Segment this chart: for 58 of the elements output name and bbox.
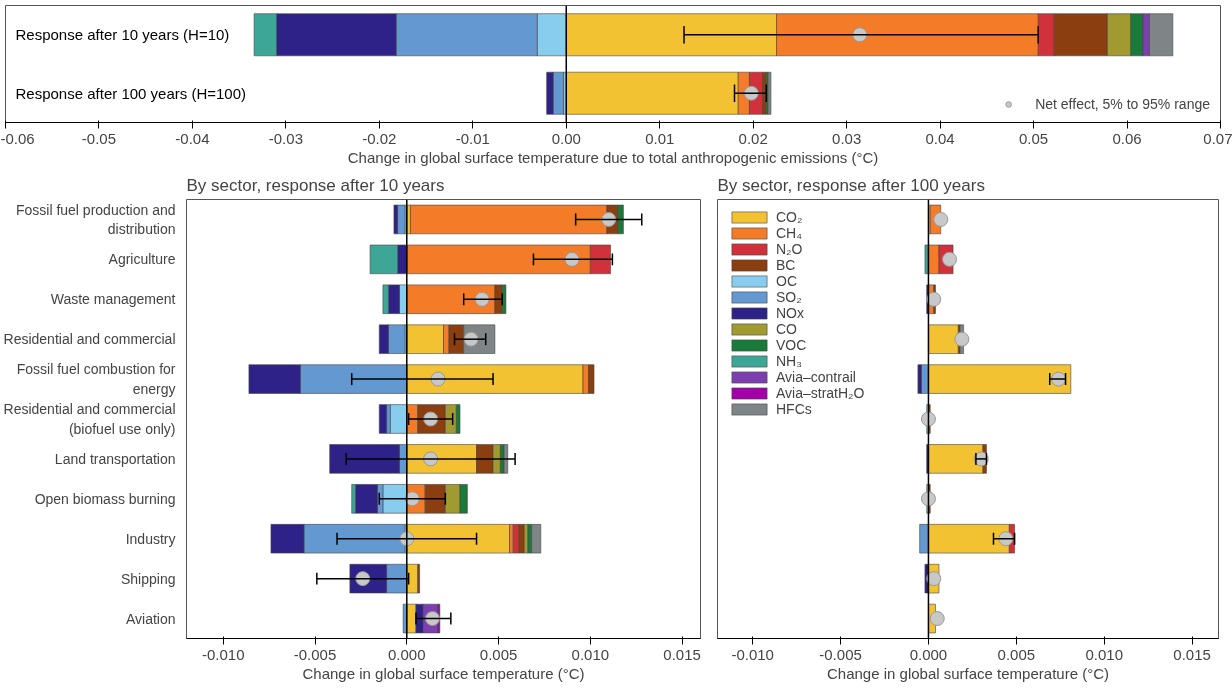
legend-label: NOx — [776, 305, 804, 321]
legend-label: CH₄ — [776, 225, 802, 241]
y-tick-label: Shipping — [121, 570, 176, 587]
chart-title: By sector, response after 100 years — [717, 175, 985, 195]
x-axis-title: Change in global surface temperature (°C) — [302, 664, 585, 682]
legend-label: BC — [776, 257, 796, 273]
y-tick-label: Waste management — [50, 291, 176, 308]
x-tick-label: -0.005 — [819, 645, 862, 663]
x-tick-label: 0.00 — [551, 129, 581, 147]
legend-label: SO₂ — [776, 289, 802, 305]
legend-label: HFCs — [776, 401, 812, 417]
x-tick-label: -0.05 — [81, 129, 117, 147]
legend-label: Net effect, 5% to 95% range — [1035, 96, 1210, 112]
chart-title: By sector, response after 10 years — [186, 175, 445, 195]
y-tick-label: Response after 100 years (H=100) — [15, 84, 247, 102]
legend-label: OC — [776, 273, 797, 289]
legend-label: CO₂ — [776, 209, 803, 225]
x-tick-label: -0.010 — [731, 645, 774, 663]
x-tick-label: 0.05 — [1018, 129, 1049, 147]
x-tick-label: 0.000 — [388, 645, 426, 663]
y-tick-label: Aviation — [125, 610, 176, 627]
x-tick-label: -0.005 — [293, 645, 337, 663]
y-tick-label: Agriculture — [108, 251, 176, 268]
y-tick-label: Open biomass burning — [34, 490, 176, 507]
legend-label: VOC — [776, 337, 807, 353]
x-tick-label: 0.005 — [997, 645, 1036, 663]
x-tick-label: 0.010 — [571, 645, 610, 663]
x-tick-label: 0.03 — [832, 129, 862, 147]
x-tick-label: -0.01 — [455, 129, 490, 147]
x-tick-label: -0.06 — [0, 129, 35, 147]
x-tick-label: 0.06 — [1112, 129, 1142, 147]
y-tick-label: Residential and commercial (biofuel use only) — [3, 401, 176, 437]
x-tick-label: 0.010 — [1085, 645, 1124, 663]
x-tick-label: 0.02 — [738, 129, 768, 147]
x-tick-label: -0.02 — [362, 129, 397, 147]
x-tick-label: 0.015 — [1173, 645, 1211, 663]
x-tick-label: 0.005 — [479, 645, 518, 663]
y-tick-label: Fossil fuel combustion for energy — [16, 361, 176, 397]
x-axis-title: Change in global surface temperature (°C) — [827, 664, 1109, 682]
x-tick-label: -0.010 — [201, 645, 245, 663]
legend-label: N₂O — [776, 241, 803, 257]
x-axis-title: Change in global surface temperature due to total anthropogenic emissions (°C) — [347, 148, 879, 166]
x-tick-label: 0.07 — [1203, 129, 1232, 147]
y-tick-label: Land transportation — [54, 450, 176, 467]
y-tick-label: Industry — [125, 530, 176, 547]
x-tick-label: -0.04 — [175, 129, 210, 147]
legend-label: CO — [776, 321, 797, 337]
y-tick-label: Residential and commercial — [3, 331, 176, 348]
x-tick-label: 0.000 — [909, 645, 948, 663]
legend-label: NH₃ — [776, 353, 802, 369]
y-tick-label: Response after 10 years (H=10) — [15, 26, 230, 44]
y-tick-label: Fossil fuel production and distribution — [15, 201, 176, 238]
x-tick-label: 0.04 — [925, 129, 955, 147]
legend-label: Avia–contrail — [776, 369, 856, 385]
x-tick-label: 0.015 — [663, 645, 701, 663]
x-tick-label: 0.01 — [645, 129, 675, 147]
legend-label: Avia–stratH₂O — [776, 385, 865, 401]
x-tick-label: -0.03 — [268, 129, 303, 147]
